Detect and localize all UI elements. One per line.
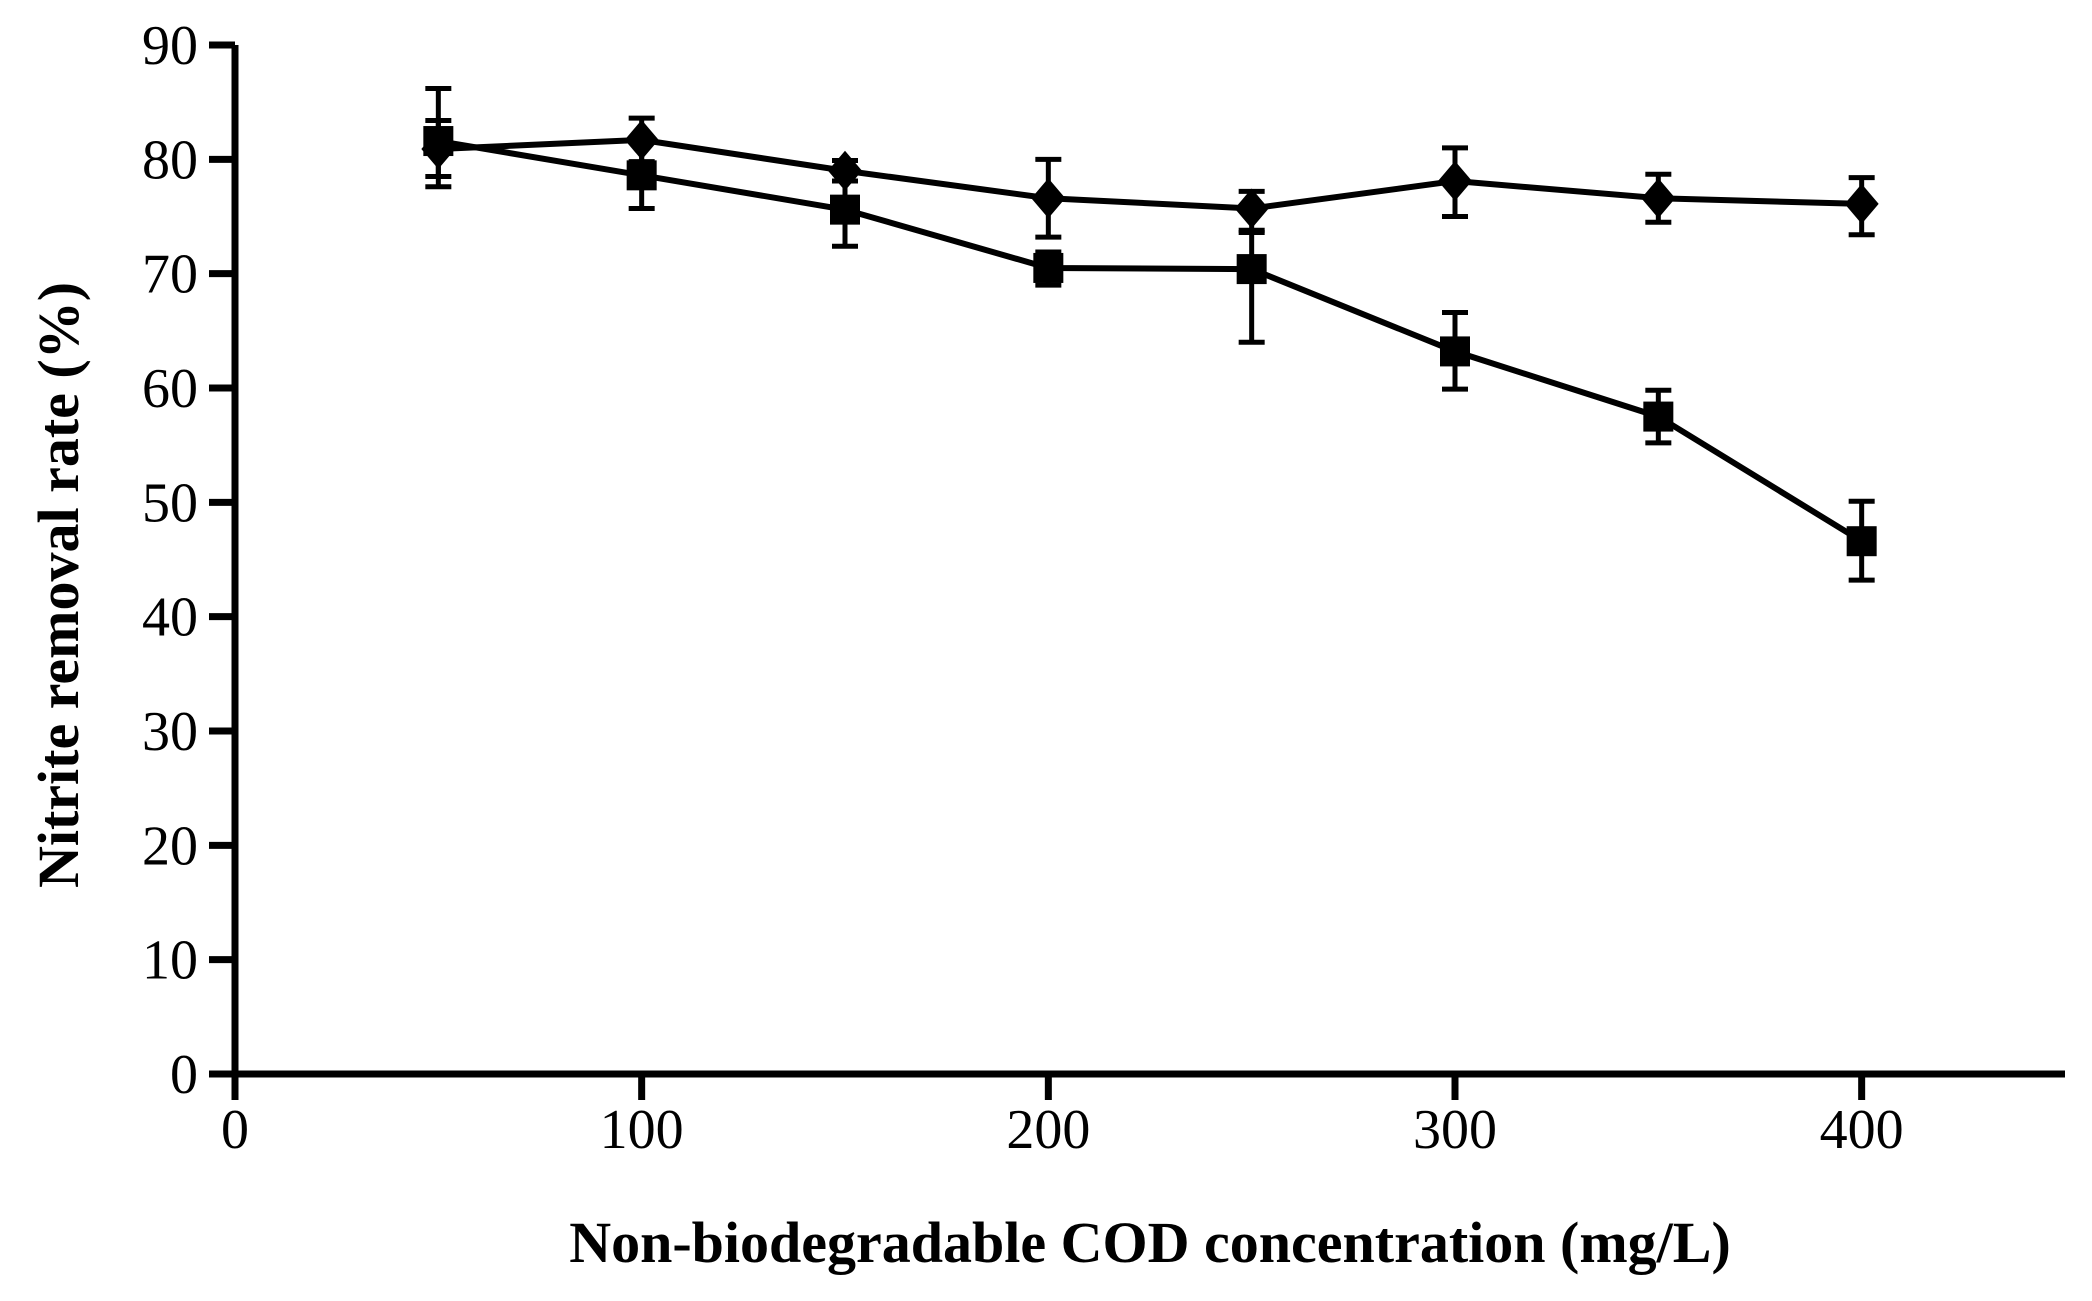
x-tick-label: 300	[1413, 1099, 1497, 1161]
square-marker	[1033, 252, 1064, 283]
square-marker	[1643, 401, 1674, 432]
square-marker	[1236, 254, 1267, 285]
diamond-marker	[624, 119, 659, 160]
square-marker	[1846, 526, 1877, 557]
diamond-marker	[1641, 178, 1676, 219]
diamond-marker	[828, 150, 862, 191]
x-tick-label: 100	[600, 1099, 684, 1161]
square-marker	[830, 194, 860, 225]
x-tick-label: 200	[1006, 1099, 1090, 1161]
square-marker	[626, 160, 657, 191]
y-tick-label: 50	[142, 472, 198, 534]
diamond-marker	[1234, 188, 1269, 229]
y-tick-label: 80	[142, 129, 198, 191]
x-axis-title: Non-biodegradable COD concentration (mg/…	[569, 1210, 1731, 1275]
y-axis-title: Nitrite removal rate (%)	[26, 282, 91, 888]
square-series-line	[437, 138, 1864, 544]
diamond-marker	[1031, 178, 1066, 219]
y-tick-label: 70	[142, 244, 198, 306]
plot-area: 0 100 200 300 400 0 10 20 30 40 50 60 70 80 90	[142, 15, 2065, 1161]
diamond-series-line	[438, 136, 1862, 212]
y-tick-label: 90	[142, 15, 198, 77]
diamond-marker	[1438, 161, 1472, 202]
y-tick-label: 40	[142, 587, 198, 649]
diamond-marker	[1844, 183, 1879, 224]
y-tick-label: 60	[142, 358, 198, 420]
square-marker	[423, 126, 454, 157]
y-tick-label: 10	[142, 930, 198, 992]
x-tick-label: 400	[1820, 1099, 1904, 1161]
y-tick-label: 20	[142, 815, 198, 877]
x-tick-label: 0	[221, 1099, 249, 1161]
y-tick-label: 0	[170, 1044, 198, 1106]
square-marker	[1440, 336, 1470, 367]
y-tick-label: 30	[142, 701, 198, 763]
